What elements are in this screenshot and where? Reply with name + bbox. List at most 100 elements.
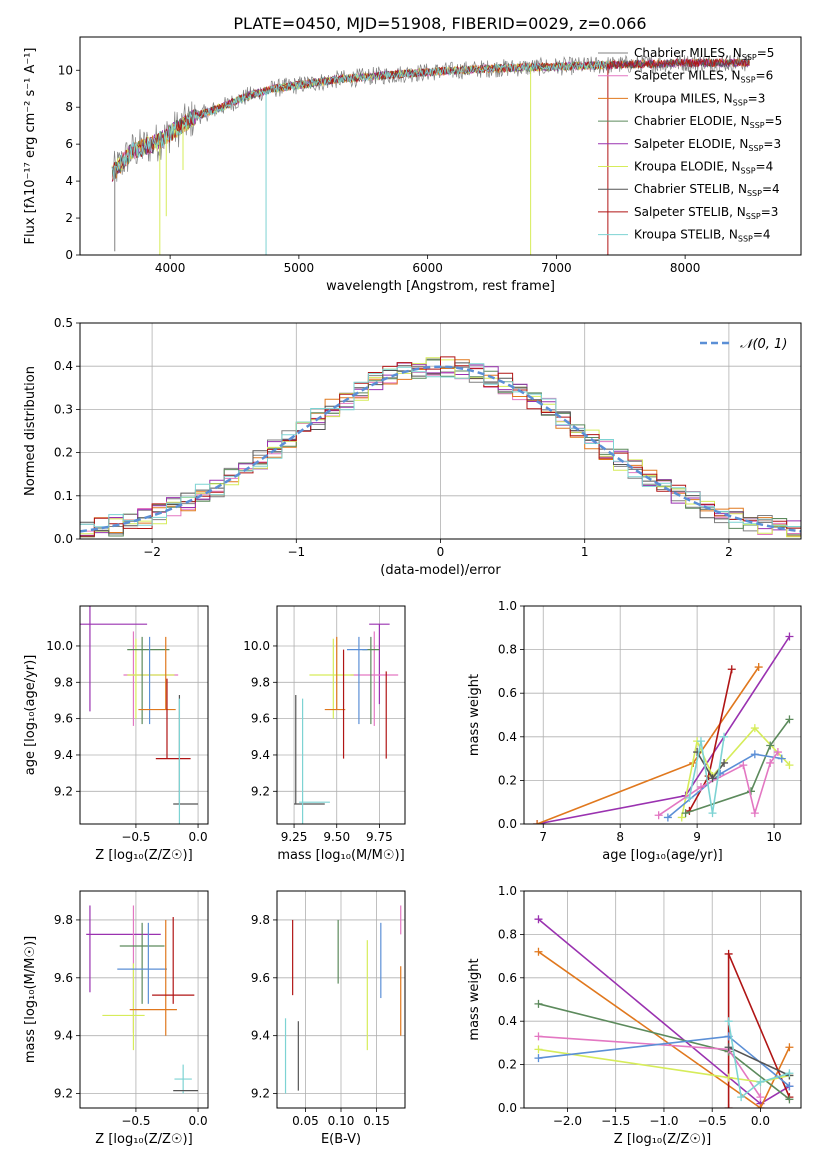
y-tick-label: 0.8 [498, 643, 517, 657]
y-tick-label: 9.4 [54, 1029, 73, 1043]
plus-marker [785, 761, 794, 770]
y-tick-label: 0.2 [54, 446, 73, 460]
y-tick-label: 0.4 [498, 1014, 517, 1028]
y-tick-label: 0.4 [54, 359, 73, 373]
y-tick-label: 9.8 [251, 913, 270, 927]
plus-marker [766, 741, 775, 750]
y-tick-label: 0.3 [54, 402, 73, 416]
y-tick-label: 0.6 [498, 971, 517, 985]
x-tick-label: 0.0 [189, 1114, 208, 1128]
plus-marker [696, 737, 705, 746]
plot-area [80, 356, 801, 538]
x-tick-label: 1 [581, 545, 589, 559]
axes-frame [79, 890, 209, 1109]
plus-marker [727, 665, 736, 674]
plus-marker [750, 750, 759, 759]
axes-frame [523, 890, 802, 1109]
y-tick-label: 0.2 [498, 773, 517, 787]
y-axis-label: Flux [fλ10⁻¹⁷ erg cm⁻² s⁻¹ A⁻¹] [23, 48, 38, 245]
y-tick-label: 2 [65, 211, 73, 225]
panel-age-vs-Z: −0.5 0.0 9.2 9.4 9.6 9.8 10.0 Z [log₁₀(Z/Z☉)] ag… [23, 605, 209, 863]
y-tick-label: 0.2 [498, 1058, 517, 1072]
plot-area [80, 606, 199, 824]
axes-frame [79, 322, 802, 540]
axes-frame [276, 605, 406, 825]
plus-marker [766, 758, 775, 767]
x-axis-label: age [log₁₀(age/yr)] [602, 848, 723, 863]
x-tick-label: −2 [143, 545, 161, 559]
x-tick-label: −0.5 [121, 830, 150, 844]
y-tick-label: 9.2 [251, 1087, 270, 1101]
y-tick-label: 9.4 [251, 1029, 270, 1043]
y-tick-label: 9.6 [251, 712, 270, 726]
plus-marker [785, 715, 794, 724]
panel-residuals: −2 −1 0 1 2 0.0 0.1 0.2 0.3 0.4 0.5 (data-model)/er… [23, 316, 802, 578]
x-tick-label: 0 [437, 545, 445, 559]
plus-marker [756, 1077, 765, 1086]
panel-mass-vs-Z: −0.5 0.0 9.2 9.4 9.6 9.8 Z [log₁₀(Z/Z☉)] mass [… [23, 890, 209, 1147]
y-tick-label: 8 [65, 100, 73, 114]
series-line-salpeter-miles [658, 751, 779, 817]
x-axis-label: E(B-V) [321, 1132, 361, 1147]
y-tick-label: 10 [58, 63, 73, 77]
y-tick-label: 9.2 [54, 784, 73, 798]
series-line-salpeter-elodie [536, 636, 791, 824]
axes-frame [79, 605, 209, 825]
plus-marker [534, 1032, 543, 1041]
series-line-chabrier-elodie [685, 718, 791, 814]
y-axis-label: Normed distribution [23, 366, 38, 496]
series-line-kroupa-stelib [727, 1021, 790, 1099]
plus-marker [696, 782, 705, 791]
x-tick-label: 9.75 [366, 830, 393, 844]
x-tick-label: 8000 [670, 261, 701, 275]
x-axis-label: Z [log₁₀(Z/Z☉)] [95, 848, 192, 863]
x-tick-label: 4000 [155, 261, 186, 275]
histogram-salpeter-stelib [80, 356, 801, 537]
x-axis-label: (data-model)/error [380, 563, 501, 578]
y-tick-label: 9.6 [251, 971, 270, 985]
y-axis-label: mass weight [467, 958, 482, 1040]
plus-marker [737, 1093, 746, 1102]
y-tick-label: 4 [65, 174, 73, 188]
y-tick-label: 0 [65, 248, 73, 262]
y-tick-label: 0.0 [498, 817, 517, 831]
plus-marker [785, 1069, 794, 1078]
y-tick-label: 0.1 [54, 489, 73, 503]
y-tick-label: 9.8 [251, 675, 270, 689]
plus-marker [724, 1073, 733, 1082]
axes-frame [276, 890, 406, 1109]
y-tick-label: 0.6 [498, 686, 517, 700]
x-tick-label: 7 [539, 830, 547, 844]
plus-marker [724, 949, 733, 958]
legend: Chabrier MILES, NSSP=5 Salpeter MILES, NS… [598, 46, 782, 244]
plus-marker [756, 1093, 765, 1102]
plot-area [86, 905, 199, 1094]
plus-marker [663, 813, 672, 822]
plus-marker [708, 809, 717, 818]
plot-area [294, 623, 399, 824]
plus-marker [720, 758, 729, 767]
plus-marker [654, 811, 663, 820]
x-tick-label: −1.0 [649, 1114, 678, 1128]
series-line-kroupa-elodie [538, 1048, 790, 1083]
y-tick-label: 10.0 [46, 639, 73, 653]
legend-label: Chabrier MILES, NSSP=5 [634, 46, 774, 62]
plot-area [533, 632, 794, 824]
plus-marker [534, 947, 543, 956]
x-tick-label: −1.5 [601, 1114, 630, 1128]
y-tick-label: 1.0 [498, 884, 517, 898]
axes-frame [523, 605, 802, 825]
y-tick-label: 9.4 [251, 748, 270, 762]
x-tick-label: 9.50 [323, 830, 350, 844]
y-tick-label: 0.5 [54, 316, 73, 330]
legend-label: Salpeter STELIB, NSSP=3 [634, 205, 778, 221]
plus-marker [685, 793, 694, 802]
plus-marker [785, 1043, 794, 1052]
y-tick-label: 1.0 [498, 599, 517, 613]
histogram-chabrier-stelib [80, 362, 801, 535]
x-tick-label: 0.0 [189, 830, 208, 844]
y-tick-label: 0.8 [498, 927, 517, 941]
plus-marker [534, 1054, 543, 1063]
normal-curve [80, 365, 801, 533]
y-tick-label: 9.4 [54, 748, 73, 762]
